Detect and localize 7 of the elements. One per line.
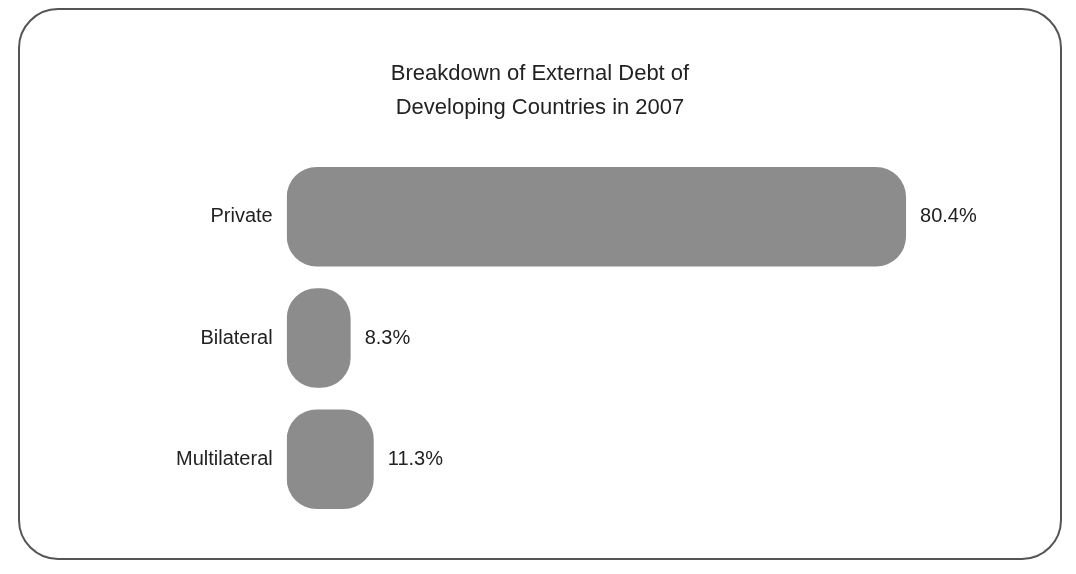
chart-title: Breakdown of External Debt of Developing Countries in 2007 [389, 59, 691, 121]
y-tick-label: Private [210, 204, 273, 227]
data-label: 8.3% [364, 325, 411, 348]
y-tick-label: Bilateral [200, 325, 273, 348]
data-label: 11.3% [387, 446, 444, 469]
data-label: 80.4% [920, 204, 977, 227]
y-tick-label: Multilateral [176, 446, 273, 469]
